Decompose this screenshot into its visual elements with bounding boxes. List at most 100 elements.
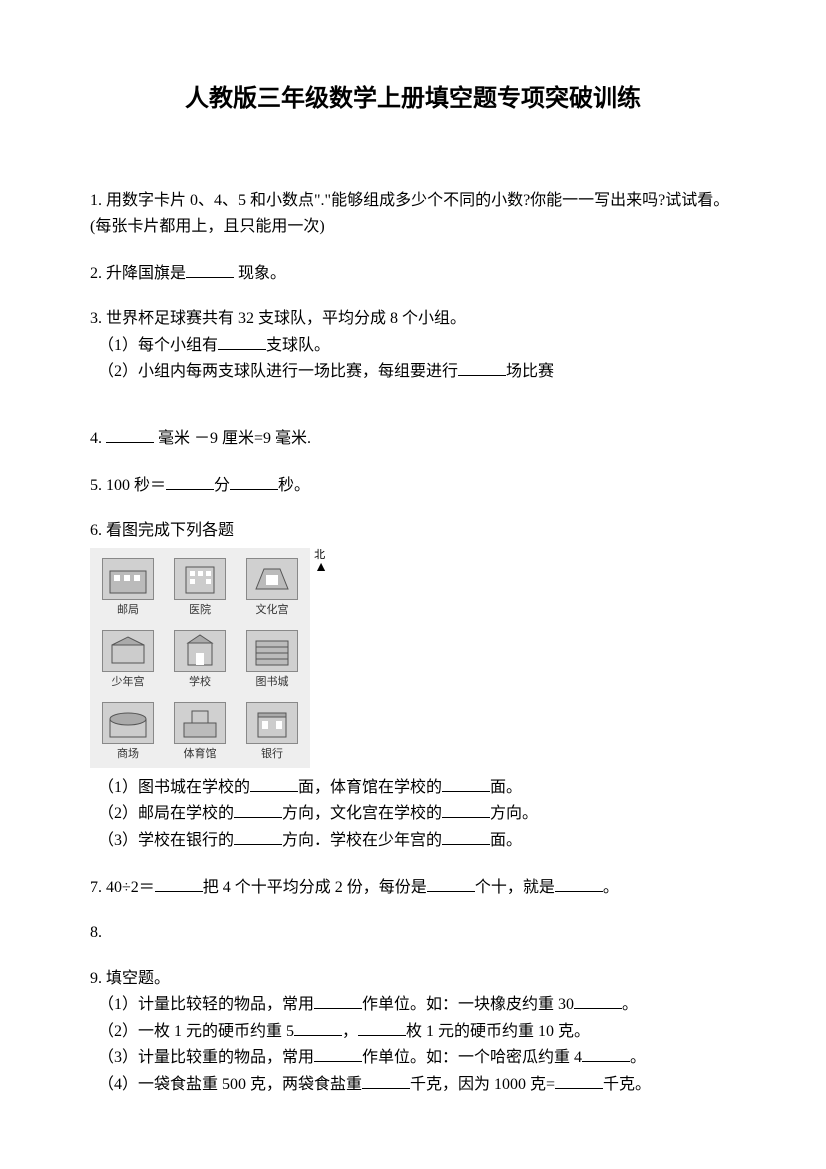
question-6: 6. 看图完成下列各题 北 ▲ 邮局 医院 文化宫 少年宫 学校 图书城 商场 … [90, 518, 736, 853]
q9-sub4-blank2 [555, 1071, 603, 1089]
q6-sub3-blank2 [442, 827, 490, 845]
q6-sub2-blank2 [442, 800, 490, 818]
q5-text-c: 秒。 [278, 477, 310, 494]
q5-blank1 [166, 472, 214, 490]
question-1: 1. 用数字卡片 0、4、5 和小数点"."能够组成多少个不同的小数?你能一一写… [90, 188, 736, 239]
q3-num: 3. [90, 310, 102, 327]
map-label-5: 图书城 [256, 674, 289, 692]
question-8: 8. [90, 920, 736, 946]
q6-num: 6. [90, 522, 102, 539]
q3-sub1-blank [218, 332, 266, 350]
q5-blank2 [230, 472, 278, 490]
q7-blank1 [155, 874, 203, 892]
q9-sub3-b: 作单位。如：一个哈密瓜约重 4 [362, 1049, 582, 1066]
page-title: 人教版三年级数学上册填空题专项突破训练 [90, 80, 736, 118]
building-icon [174, 558, 226, 600]
q9-sub1-blank2 [574, 991, 622, 1009]
building-icon [174, 702, 226, 744]
q9-sub3-a: （3）计量比较重的物品，常用 [98, 1049, 314, 1066]
building-icon [246, 702, 298, 744]
building-icon [174, 630, 226, 672]
q9-text-a: 填空题。 [102, 970, 170, 987]
q9-sub3-blank1 [314, 1044, 362, 1062]
q3-sub2-b: 场比赛 [506, 363, 554, 380]
q6-sub2-c: 方向。 [490, 805, 538, 822]
q2-num: 2. [90, 265, 102, 282]
question-4: 4. 毫米 －9 厘米=9 毫米. [90, 425, 736, 452]
map-label-7: 体育馆 [184, 746, 217, 764]
question-7: 7. 40÷2＝把 4 个十平均分成 2 份，每份是个十，就是。 [90, 874, 736, 901]
map-label-2: 文化宫 [256, 602, 289, 620]
q2-text-b: 现象。 [234, 265, 286, 282]
q7-blank3 [555, 874, 603, 892]
map-cell-7: 体育馆 [166, 696, 234, 764]
question-5: 5. 100 秒＝ 分 秒。 [90, 472, 736, 499]
question-2: 2. 升降国旗是 现象。 [90, 260, 736, 287]
q6-text-a: 看图完成下列各题 [102, 522, 234, 539]
map-cell-0: 邮局 [94, 552, 162, 620]
q6-sub2-b: 方向，文化宫在学校的 [282, 805, 442, 822]
q6-sub3-c: 面。 [490, 832, 522, 849]
q9-sub1-b: 作单位。如：一块橡皮约重 30 [362, 996, 574, 1013]
q3-text-a: 世界杯足球赛共有 32 支球队，平均分成 8 个小组。 [102, 310, 466, 327]
q9-sub2-b: ， [342, 1023, 358, 1040]
building-icon [246, 630, 298, 672]
q9-sub1-a: （1）计量比较轻的物品，常用 [98, 996, 314, 1013]
q9-sub2-blank1 [294, 1018, 342, 1036]
q9-sub4-b: 千克，因为 1000 克= [410, 1076, 555, 1093]
question-3: 3. 世界杯足球赛共有 32 支球队，平均分成 8 个小组。 （1）每个小组有 支… [90, 306, 736, 385]
map-label-0: 邮局 [117, 602, 139, 620]
map-cell-3: 少年宫 [94, 624, 162, 692]
map-label-3: 少年宫 [112, 674, 145, 692]
q6-sub2-a: （2）邮局在学校的 [98, 805, 234, 822]
q4-num: 4. [90, 430, 102, 447]
q7-num: 7. [90, 879, 102, 896]
map-cell-1: 医院 [166, 552, 234, 620]
q5-text-a: 100 秒＝ [102, 477, 166, 494]
q9-sub2-blank2 [358, 1018, 406, 1036]
q9-sub1-c: 。 [622, 996, 638, 1013]
q5-num: 5. [90, 477, 102, 494]
question-9: 9. 填空题。 （1）计量比较轻的物品，常用 作单位。如：一块橡皮约重 30 。 （… [90, 966, 736, 1098]
q6-sub1-a: （1）图书城在学校的 [98, 779, 250, 796]
q9-sub3-blank2 [582, 1044, 630, 1062]
q6-sub1-blank1 [250, 774, 298, 792]
map-label-1: 医院 [189, 602, 211, 620]
map-cell-8: 银行 [238, 696, 306, 764]
map-label-6: 商场 [117, 746, 139, 764]
q6-sub3-a: （3）学校在银行的 [98, 832, 234, 849]
q7-text-b: 把 4 个十平均分成 2 份，每份是 [203, 879, 427, 896]
q1-num: 1. [90, 192, 102, 209]
q9-sub2-a: （2）一枚 1 元的硬币约重 5 [98, 1023, 294, 1040]
map-cell-4: 学校 [166, 624, 234, 692]
q3-sub2-a: （2）小组内每两支球队进行一场比赛，每组要进行 [98, 363, 458, 380]
q2-text-a: 升降国旗是 [102, 265, 186, 282]
north-arrow-icon: ▲ [314, 561, 328, 575]
q6-sub3-b: 方向．学校在少年宫的 [282, 832, 442, 849]
map-label-4: 学校 [189, 674, 211, 692]
q6-sub3-blank1 [234, 827, 282, 845]
building-icon [246, 558, 298, 600]
q7-blank2 [427, 874, 475, 892]
q9-sub4-c: 千克。 [603, 1076, 651, 1093]
q4-blank [106, 425, 154, 443]
q9-num: 9. [90, 970, 102, 987]
q3-sub1-b: 支球队。 [266, 337, 330, 354]
north-indicator: 北 ▲ [314, 550, 328, 575]
q9-sub4-blank1 [362, 1071, 410, 1089]
q6-sub2-blank1 [234, 800, 282, 818]
q4-text-b: 毫米 －9 厘米=9 毫米. [154, 430, 311, 447]
map-cell-6: 商场 [94, 696, 162, 764]
q6-sub1-b: 面，体育馆在学校的 [298, 779, 442, 796]
q1-text: 用数字卡片 0、4、5 和小数点"."能够组成多少个不同的小数?你能一一写出来吗… [90, 192, 729, 235]
q7-text-a: 40÷2＝ [102, 879, 155, 896]
q3-sub1-a: （1）每个小组有 [98, 337, 218, 354]
q3-sub2-blank [458, 358, 506, 376]
q9-sub1-blank1 [314, 991, 362, 1009]
map-cell-2: 文化宫 [238, 552, 306, 620]
q8-num: 8. [90, 924, 102, 941]
q5-text-b: 分 [214, 477, 230, 494]
q7-text-c: 个十，就是 [475, 879, 555, 896]
building-icon [102, 558, 154, 600]
q2-blank [186, 260, 234, 278]
